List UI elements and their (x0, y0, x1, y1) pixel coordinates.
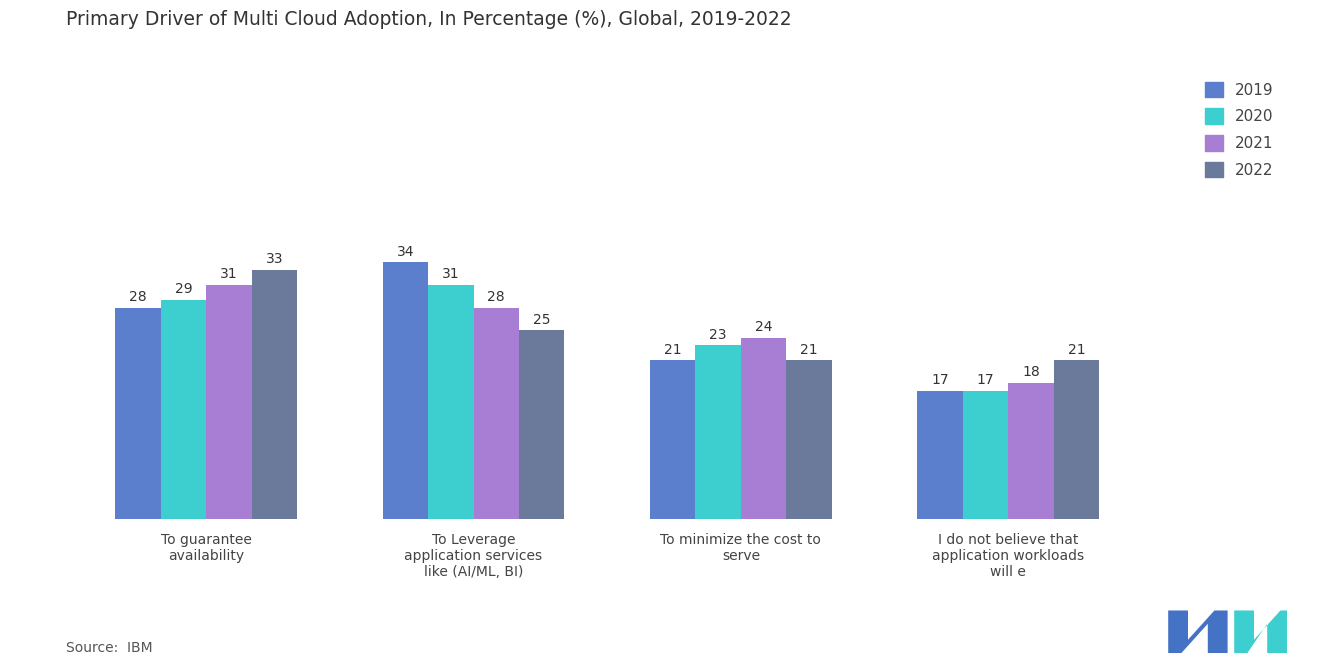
Bar (252, 270, 297, 519)
Bar (1008, 383, 1053, 519)
Text: 24: 24 (755, 320, 772, 334)
Text: 25: 25 (533, 313, 550, 327)
Bar (115, 308, 161, 519)
Text: 34: 34 (396, 245, 414, 259)
Text: 28: 28 (487, 290, 506, 304)
Text: Primary Driver of Multi Cloud Adoption, In Percentage (%), Global, 2019-2022: Primary Driver of Multi Cloud Adoption, … (66, 10, 792, 29)
Text: 28: 28 (129, 290, 147, 304)
Bar (741, 338, 787, 519)
Text: 31: 31 (442, 267, 459, 281)
Bar (917, 390, 962, 519)
Text: Source:  IBM: Source: IBM (66, 640, 153, 655)
Bar (383, 263, 428, 519)
Text: 17: 17 (932, 373, 949, 387)
Legend: 2019, 2020, 2021, 2022: 2019, 2020, 2021, 2022 (1197, 74, 1282, 186)
Bar (787, 360, 832, 519)
Text: 21: 21 (664, 342, 681, 356)
Text: 23: 23 (709, 328, 727, 342)
Text: 17: 17 (977, 373, 994, 387)
Bar (1053, 360, 1100, 519)
Bar (696, 345, 741, 519)
Text: 29: 29 (174, 283, 193, 297)
Bar (161, 300, 206, 519)
Text: 21: 21 (1068, 342, 1085, 356)
Bar (519, 331, 565, 519)
Text: 31: 31 (220, 267, 238, 281)
Bar (649, 360, 696, 519)
Bar (474, 308, 519, 519)
Text: 33: 33 (265, 252, 282, 266)
Bar (206, 285, 252, 519)
Text: 21: 21 (800, 342, 818, 356)
Bar (962, 390, 1008, 519)
Bar (428, 285, 474, 519)
Text: 18: 18 (1022, 365, 1040, 379)
